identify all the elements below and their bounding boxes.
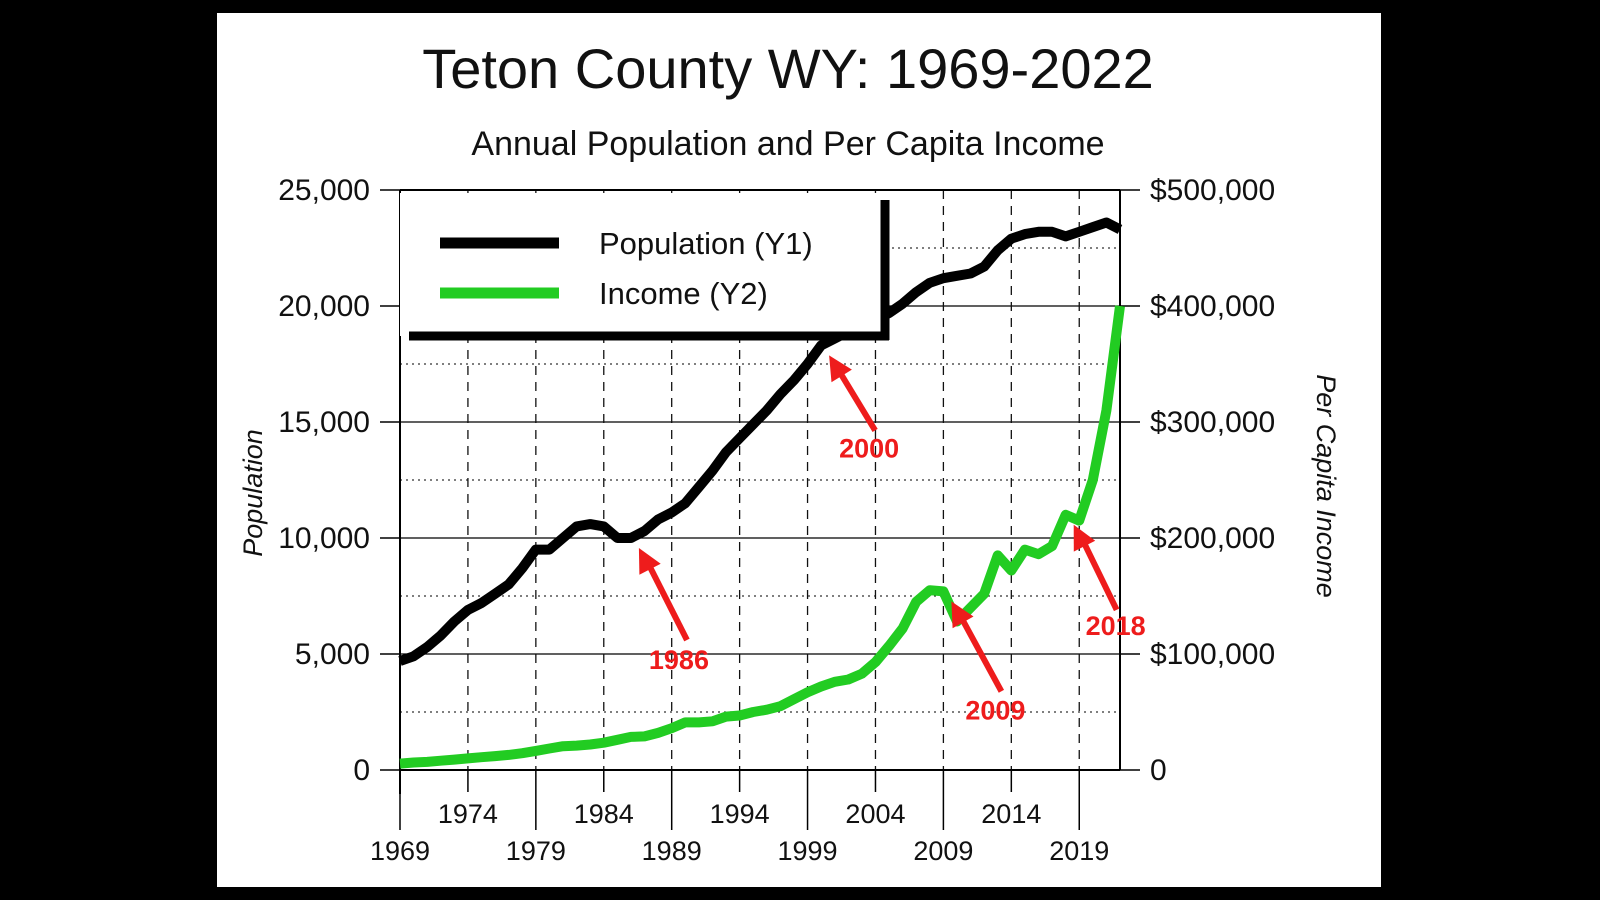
y-tick-label: 15,000 <box>278 406 370 439</box>
y2-tick-label: $100,000 <box>1150 638 1275 671</box>
annotation-arrow-head <box>638 548 661 575</box>
chart-canvas: Teton County WY: 1969-2022 Annual Popula… <box>238 37 1341 866</box>
y-tick-label: 25,000 <box>278 174 370 207</box>
chart-title: Teton County WY: 1969-2022 <box>422 37 1154 100</box>
series-layer <box>398 217 1125 769</box>
x-tick-label-upper: 2004 <box>845 799 905 829</box>
y2-tick-label: 0 <box>1150 754 1167 787</box>
legend: Population (Y1) Income (Y2) <box>400 193 890 341</box>
annotation-arrow-head <box>1073 524 1096 552</box>
y2-tick-label: $300,000 <box>1150 406 1275 439</box>
annotation-label-1986: 1986 <box>649 645 709 675</box>
x-tick-label-upper: 1994 <box>710 799 770 829</box>
annotation-arrow-shaft <box>954 608 1005 693</box>
chart-subtitle: Annual Population and Per Capita Income <box>471 125 1104 163</box>
x-tick-label-lower: 1969 <box>370 836 430 866</box>
x-tick-label-upper: 1984 <box>574 799 634 829</box>
legend-label-income: Income (Y2) <box>599 276 768 311</box>
y-tick-label: 20,000 <box>278 290 370 323</box>
y2-tick-label: $500,000 <box>1150 174 1275 207</box>
y-tick-label: 10,000 <box>278 522 370 555</box>
x-tick-label-lower: 1999 <box>778 836 838 866</box>
annotations: 1986 2000 2009 2018 <box>638 355 1146 725</box>
y2-tick-label: $200,000 <box>1150 522 1275 555</box>
y-axis-label: Population <box>238 429 268 557</box>
y-tick-label: 5,000 <box>295 638 370 671</box>
slide: Teton County WY: 1969-2022 Annual Popula… <box>217 13 1381 887</box>
x-tick-label-lower: 2019 <box>1049 836 1109 866</box>
annotation-label-2009: 2009 <box>965 695 1025 725</box>
y2-tick-label: $400,000 <box>1150 290 1275 323</box>
axes <box>399 189 1121 794</box>
annotation-arrow-shaft <box>642 555 690 642</box>
annotation-label-2018: 2018 <box>1086 611 1146 641</box>
x-axis-ticks: 1969 1979 1989 1999 2009 2019 1974 1984 1994 2004… <box>370 770 1109 866</box>
legend-label-population: Population (Y1) <box>599 226 813 261</box>
y-axis-ticks: 0 5,000 10,000 15,000 20,000 25,000 <box>278 174 400 787</box>
x-tick-label-upper: 1974 <box>438 799 498 829</box>
series-line-population <box>398 217 1123 666</box>
y2-axis-ticks: 0 $100,000 $200,000 $300,000 $400,000 $500,00… <box>1120 174 1275 787</box>
legend-box <box>400 193 882 336</box>
series-line-income <box>399 305 1125 769</box>
x-tick-label-upper: 2014 <box>981 799 1041 829</box>
annotation-arrow-head <box>829 355 852 383</box>
y-tick-label: 0 <box>353 754 370 787</box>
x-tick-label-lower: 2009 <box>913 836 973 866</box>
x-tick-label-lower: 1989 <box>642 836 702 866</box>
x-tick-label-lower: 1979 <box>506 836 566 866</box>
annotation-arrow-shaft <box>1076 532 1120 612</box>
annotation-label-2000: 2000 <box>839 433 899 463</box>
annotation-arrow-head <box>951 601 974 629</box>
y2-axis-label: Per Capita Income <box>1311 374 1341 598</box>
